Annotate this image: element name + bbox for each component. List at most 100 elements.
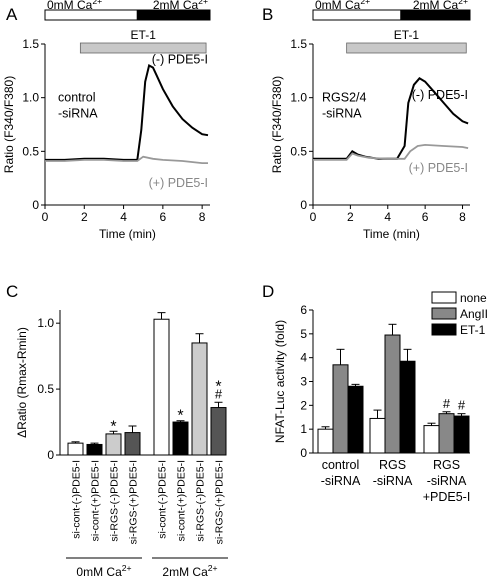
bar: [384, 334, 401, 454]
annotation-line-2: -siRNA: [322, 107, 362, 121]
legend-swatch: [431, 323, 457, 336]
bar: [210, 407, 227, 456]
x-tick-label: 0: [42, 210, 49, 224]
category-label: si-cont-(-)PDE5-I: [157, 460, 169, 539]
category-label: RGS: [433, 458, 460, 472]
y-tick-label: 1.5: [290, 37, 307, 51]
significance-asterisk: *: [215, 378, 221, 395]
bar-2mm-calcium: [400, 9, 471, 21]
category-label: +PDE5-I: [423, 490, 471, 504]
panel-d-chart: 0 1 2 3 4 5 6 NFAT-Luc activity (fold) # # control…: [273, 291, 488, 504]
series-label-with-pde5i: (+) PDE5-I: [409, 161, 468, 175]
category-label: si-cont-(+)PDE5-I: [176, 460, 188, 541]
legend-label: ET-1: [460, 323, 486, 337]
y-tick-label: 5: [300, 327, 307, 341]
bar: [191, 342, 208, 456]
category-label: si-cont-(-)PDE5-I: [71, 460, 83, 539]
bar: [453, 415, 470, 454]
bar: [347, 385, 364, 454]
panel-a-chart: 0mM Ca2+ 2mM Ca2+ ET-1 0 0.5 1.0 1.5 0 2 4 6 8 Time …: [2, 0, 211, 241]
bar: [369, 417, 386, 454]
trace-without-pde5i: [313, 77, 469, 160]
bar: [86, 443, 103, 456]
bar: [399, 360, 416, 454]
significance-hash: #: [215, 386, 223, 401]
bar-et1: [79, 42, 207, 54]
bar: [438, 413, 455, 454]
y-tick-label: 0.5: [22, 144, 39, 158]
trace-without-pde5i: [45, 64, 209, 161]
panel-letter-b: B: [262, 5, 273, 24]
bar: [332, 364, 349, 454]
bar: [317, 428, 334, 454]
y-tick-label: 0.5: [37, 382, 54, 396]
trace-with-pde5i: [313, 143, 469, 161]
legend-label: none: [460, 291, 487, 305]
category-label: -siRNA: [427, 474, 467, 488]
category-label: RGS: [379, 458, 406, 472]
bar-label-0mm: 0mM Ca2+: [315, 0, 370, 12]
category-label: si-RGS-(+)PDE5-I: [214, 460, 226, 544]
legend-swatch: [431, 307, 457, 320]
annotation-line-1: RGS2/4: [322, 91, 367, 105]
bar: [153, 318, 170, 456]
series-label-with-pde5i: (+) PDE5-I: [149, 176, 208, 190]
y-tick-label: 6: [300, 303, 307, 317]
annotation-line-2: -siRNA: [58, 107, 98, 121]
y-axis-label: Ratio (F340/F380): [2, 76, 16, 173]
significance-hash: #: [458, 398, 466, 413]
x-tick-label: 2: [81, 210, 88, 224]
panel-c-chart: 0 0.5 1.0 ΔRatio (Rmax-Rmin) si-cont-(-)PDE5…: [15, 310, 228, 579]
series-label-without-pde5i: (-) PDE5-I: [412, 88, 468, 102]
x-axis-label: Time (min): [363, 227, 420, 241]
panel-letter-d: D: [262, 282, 274, 301]
x-tick-label: 8: [199, 210, 206, 224]
group-label: 2mM Ca2+: [162, 563, 217, 579]
trace-with-pde5i: [45, 155, 208, 164]
bar-label-2mm: 2mM Ca2+: [413, 0, 468, 12]
x-axis-label: Time (min): [99, 227, 156, 241]
x-tick-label: 2: [347, 210, 354, 224]
y-tick-label: 1.5: [22, 37, 39, 51]
legend-swatch: [431, 291, 457, 304]
y-tick-label: 0.5: [290, 144, 307, 158]
bar: [67, 442, 84, 456]
y-tick-label: 0: [300, 446, 307, 460]
category-label: control: [322, 458, 360, 472]
bar-et1: [346, 42, 467, 54]
x-tick-label: 6: [160, 210, 167, 224]
series-label-without-pde5i: (-) PDE5-I: [152, 53, 208, 67]
category-label: si-cont-(+)PDE5-I: [90, 460, 102, 541]
y-axis-label: Ratio (F340/F380): [270, 76, 284, 173]
bar-label-2mm: 2mM Ca2+: [153, 0, 208, 12]
bar: [172, 421, 189, 456]
y-axis-label: ΔRatio (Rmax-Rmin): [15, 327, 29, 438]
panel-b-chart: 0mM Ca2+ 2mM Ca2+ ET-1 0 0.5 1.0 1.5 0 2 4 6 8 Time …: [270, 0, 471, 241]
x-tick-label: 4: [120, 210, 127, 224]
significance-asterisk: *: [177, 408, 183, 425]
category-label: si-RGS-(-)PDE5-I: [109, 460, 121, 542]
y-tick-label: 4: [300, 351, 307, 365]
y-tick-label: 0: [32, 198, 39, 212]
y-tick-label: 0: [47, 448, 54, 462]
y-tick-label: 1.0: [22, 91, 39, 105]
y-axis-label: NFAT-Luc activity (fold): [273, 320, 287, 443]
bar: [105, 433, 122, 456]
y-tick-label: 0: [300, 198, 307, 212]
bar-label-0mm: 0mM Ca2+: [47, 0, 102, 12]
legend-label: AngII: [460, 307, 488, 321]
y-tick-label: 2: [300, 398, 307, 412]
x-tick-label: 0: [310, 210, 317, 224]
bar-2mm-calcium: [136, 9, 211, 21]
panel-letter-c: C: [6, 282, 18, 301]
y-tick-label: 1: [300, 422, 307, 436]
bar-label-et1: ET-1: [394, 28, 420, 42]
panel-letter-a: A: [6, 5, 18, 24]
y-tick-label: 3: [300, 375, 307, 389]
category-label: -siRNA: [321, 474, 361, 488]
y-tick-label: 1.0: [290, 91, 307, 105]
category-label: si-RGS-(+)PDE5-I: [128, 460, 140, 544]
significance-asterisk: *: [110, 418, 116, 435]
bar: [423, 425, 440, 454]
